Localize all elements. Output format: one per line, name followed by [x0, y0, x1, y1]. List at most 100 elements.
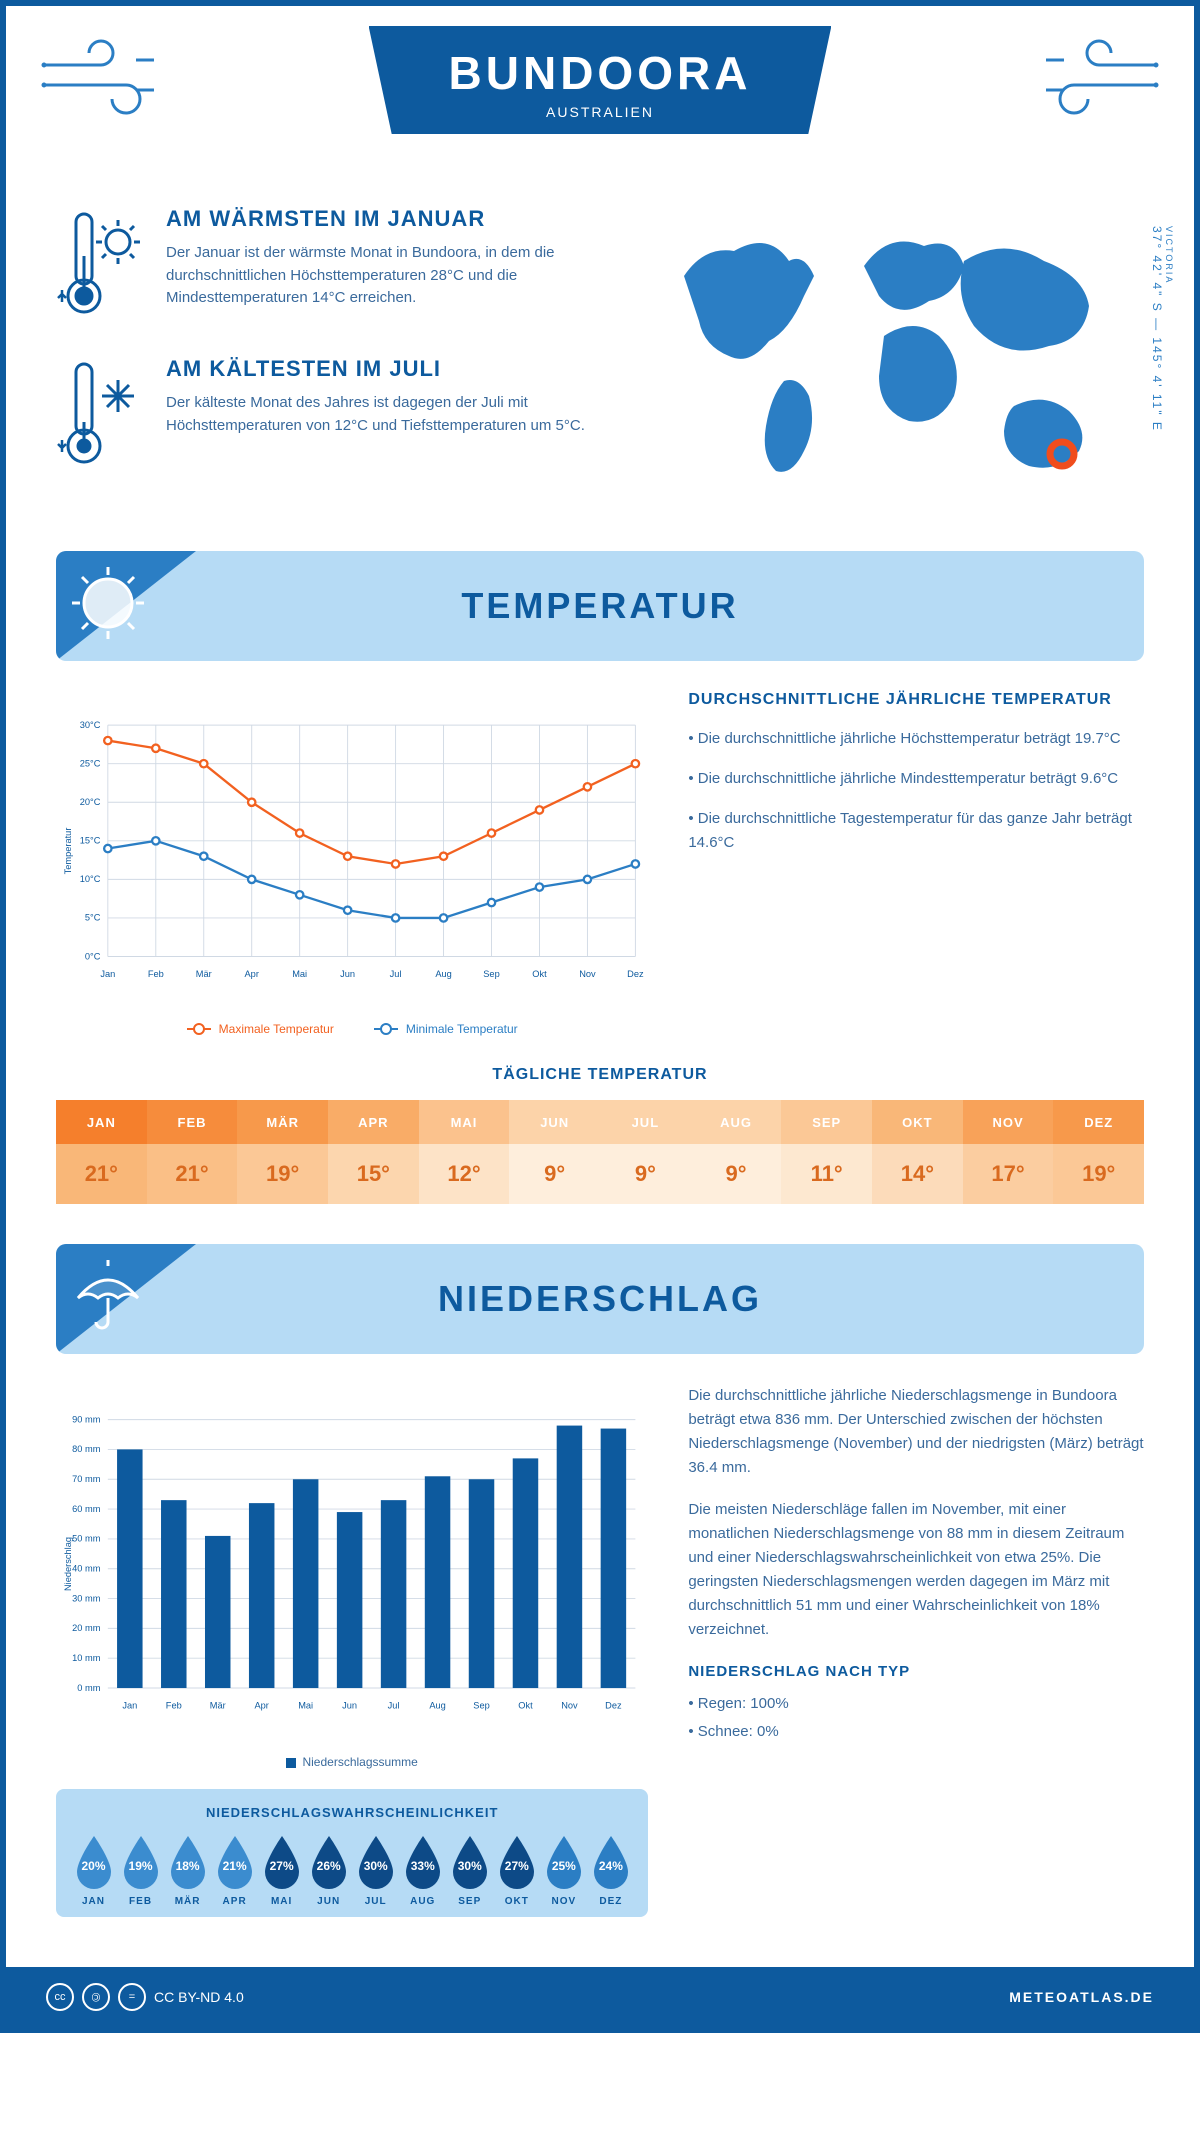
prob-month: NOV — [540, 1896, 587, 1907]
temp-col-month: MAI — [419, 1100, 510, 1144]
prob-month: APR — [211, 1896, 258, 1907]
precip-text: Die durchschnittliche jährliche Niedersc… — [688, 1384, 1144, 1917]
temp-col-value: 21° — [147, 1144, 238, 1204]
temp-col-month: NOV — [963, 1100, 1054, 1144]
warmest-block: AM WÄRMSTEN IM JANUAR Der Januar ist der… — [56, 206, 604, 326]
svg-text:Mär: Mär — [196, 969, 212, 979]
svg-text:0 mm: 0 mm — [77, 1683, 100, 1693]
wind-icon — [36, 30, 176, 130]
svg-text:Sep: Sep — [473, 1700, 489, 1710]
prob-drop: 26%JUN — [305, 1834, 352, 1907]
temp-bullet: • Die durchschnittliche jährliche Mindes… — [688, 767, 1144, 791]
precip-type-bullet: • Schnee: 0% — [688, 1720, 1144, 1744]
coldest-block: AM KÄLTESTEN IM JULI Der kälteste Monat … — [56, 356, 604, 476]
svg-text:30 mm: 30 mm — [72, 1593, 101, 1603]
svg-text:Aug: Aug — [429, 1700, 445, 1710]
svg-text:Jun: Jun — [342, 1700, 357, 1710]
precip-body: 0 mm10 mm20 mm30 mm40 mm50 mm60 mm70 mm8… — [56, 1384, 1144, 1917]
umbrella-icon — [68, 1256, 148, 1336]
temp-col-month: SEP — [781, 1100, 872, 1144]
prob-drop: 25%NOV — [540, 1834, 587, 1907]
world-map: VICTORIA 37° 42' 4" S — 145° 4' 11" E — [644, 206, 1144, 511]
city-title: BUNDOORA — [449, 46, 752, 100]
svg-text:20 mm: 20 mm — [72, 1623, 101, 1633]
page-frame: BUNDOORA AUSTRALIEN — [0, 0, 1200, 2033]
temp-col-value: 19° — [1053, 1144, 1144, 1204]
temp-col-month: MÄR — [237, 1100, 328, 1144]
wind-icon — [1024, 30, 1164, 130]
svg-text:Jul: Jul — [388, 1700, 400, 1710]
svg-text:25°C: 25°C — [80, 758, 101, 768]
prob-drop: 30%SEP — [446, 1834, 493, 1907]
summary-text: AM WÄRMSTEN IM JANUAR Der Januar ist der… — [56, 206, 604, 511]
svg-text:15°C: 15°C — [80, 836, 101, 846]
temperature-header: TEMPERATUR — [56, 551, 1144, 661]
legend-max: Maximale Temperatur — [187, 1022, 334, 1036]
svg-text:Okt: Okt — [532, 969, 547, 979]
temp-col: APR15° — [328, 1100, 419, 1204]
svg-text:Dez: Dez — [605, 1700, 622, 1710]
svg-text:Mär: Mär — [210, 1700, 226, 1710]
temp-col-value: 9° — [600, 1144, 691, 1204]
temp-col-month: AUG — [691, 1100, 782, 1144]
svg-text:Jun: Jun — [340, 969, 355, 979]
precip-para1: Die durchschnittliche jährliche Niedersc… — [688, 1384, 1144, 1480]
temp-col-month: JUN — [509, 1100, 600, 1144]
temp-col: JAN21° — [56, 1100, 147, 1204]
prob-month: AUG — [399, 1896, 446, 1907]
precip-bar-chart: 0 mm10 mm20 mm30 mm40 mm50 mm60 mm70 mm8… — [56, 1384, 648, 1744]
thermometer-sun-icon — [56, 206, 146, 326]
by-icon: 🄯 — [82, 1983, 110, 2011]
prob-drop: 30%JUL — [352, 1834, 399, 1907]
svg-text:10°C: 10°C — [80, 874, 101, 884]
temp-col-value: 12° — [419, 1144, 510, 1204]
prob-month: JUN — [305, 1896, 352, 1907]
prob-month: OKT — [493, 1896, 540, 1907]
temp-col-value: 19° — [237, 1144, 328, 1204]
nd-icon: = — [118, 1983, 146, 2011]
coldest-text: Der kälteste Monat des Jahres ist dagege… — [166, 392, 604, 437]
temp-col-value: 15° — [328, 1144, 419, 1204]
precip-section-title: NIEDERSCHLAG — [438, 1278, 762, 1320]
temp-col: FEB21° — [147, 1100, 238, 1204]
warmest-title: AM WÄRMSTEN IM JANUAR — [166, 206, 604, 232]
temp-col-value: 11° — [781, 1144, 872, 1204]
temp-summary: DURCHSCHNITTLICHE JÄHRLICHE TEMPERATUR •… — [688, 691, 1144, 1036]
footer: cc 🄯 = CC BY-ND 4.0 METEOATLAS.DE — [6, 1967, 1194, 2027]
header: BUNDOORA AUSTRALIEN — [6, 6, 1194, 186]
svg-text:60 mm: 60 mm — [72, 1504, 101, 1514]
coordinates: VICTORIA 37° 42' 4" S — 145° 4' 11" E — [1150, 226, 1174, 432]
svg-text:20°C: 20°C — [80, 797, 101, 807]
svg-text:Aug: Aug — [435, 969, 451, 979]
prob-drop: 33%AUG — [399, 1834, 446, 1907]
temp-col: SEP11° — [781, 1100, 872, 1204]
probability-title: NIEDERSCHLAGSWAHRSCHEINLICHKEIT — [70, 1805, 634, 1820]
temp-col: AUG9° — [691, 1100, 782, 1204]
region-label: VICTORIA — [1164, 226, 1174, 424]
content: AM WÄRMSTEN IM JANUAR Der Januar ist der… — [6, 206, 1194, 1967]
svg-text:0°C: 0°C — [85, 951, 101, 961]
prob-month: SEP — [446, 1896, 493, 1907]
temp-col-value: 9° — [691, 1144, 782, 1204]
line-legend: Maximale Temperatur Minimale Temperatur — [56, 1022, 648, 1036]
temp-col-value: 21° — [56, 1144, 147, 1204]
daily-temp-title: TÄGLICHE TEMPERATUR — [56, 1066, 1144, 1084]
temperature-line-chart: 0°C5°C10°C15°C20°C25°C30°CJanFebMärAprMa… — [56, 691, 648, 1011]
temp-col-value: 14° — [872, 1144, 963, 1204]
temp-col: JUN9° — [509, 1100, 600, 1204]
precip-left: 0 mm10 mm20 mm30 mm40 mm50 mm60 mm70 mm8… — [56, 1384, 648, 1917]
prob-drop: 24%DEZ — [587, 1834, 634, 1907]
temp-col: OKT14° — [872, 1100, 963, 1204]
cc-icon: cc — [46, 1983, 74, 2011]
svg-text:5°C: 5°C — [85, 913, 101, 923]
lon-label: 145° 4' 11" E — [1150, 337, 1164, 432]
svg-text:10 mm: 10 mm — [72, 1653, 101, 1663]
daily-temp-table: JAN21°FEB21°MÄR19°APR15°MAI12°JUN9°JUL9°… — [56, 1100, 1144, 1204]
temp-col-value: 9° — [509, 1144, 600, 1204]
temp-col: DEZ19° — [1053, 1100, 1144, 1204]
temp-col: MAI12° — [419, 1100, 510, 1204]
svg-text:Apr: Apr — [245, 969, 259, 979]
temp-col-month: OKT — [872, 1100, 963, 1144]
svg-text:Mai: Mai — [298, 1700, 313, 1710]
temperature-body: 0°C5°C10°C15°C20°C25°C30°CJanFebMärAprMa… — [56, 691, 1144, 1036]
